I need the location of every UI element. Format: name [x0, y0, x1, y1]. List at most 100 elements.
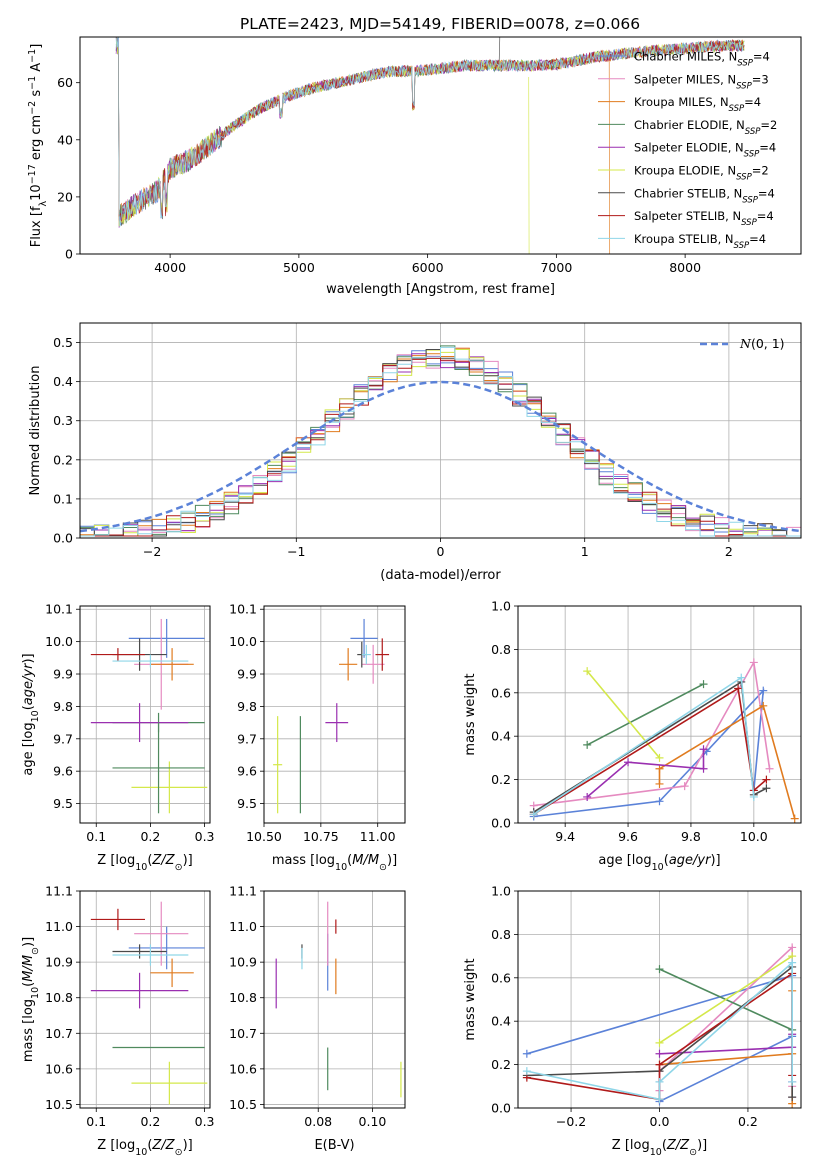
legend-label: Salpeter STELIB, NSSP=4: [634, 209, 774, 228]
weight-marker: [522, 1049, 531, 1058]
y-tick-label: 9.6: [237, 764, 257, 779]
weight-marker: [699, 680, 708, 689]
grid: [80, 890, 210, 1108]
x-tick-label: 0: [437, 544, 445, 559]
normal-curve: [80, 380, 801, 533]
y-axis-label: Normed distribution: [28, 366, 43, 496]
legend-label: N(0, 1): [739, 336, 785, 351]
y-tick-label: 0.8: [491, 642, 511, 657]
x-tick-label: 6000: [412, 260, 444, 275]
y-tick-label: 0.2: [491, 1057, 511, 1072]
weight-marker: [680, 782, 689, 791]
y-tick-label: 9.5: [53, 796, 73, 811]
plot-area: [90, 618, 208, 814]
panel-weight-vs-age: 9.4 9.6 9.8 10.0 0.0 0.2 0.4 0.6 0.8 1.0 age [log1…: [463, 599, 802, 873]
y-tick-label: 40: [57, 132, 73, 147]
y-tick-label: 10.5: [45, 1097, 73, 1112]
y-tick-label: 11.0: [45, 919, 73, 934]
weight-marker: [655, 1095, 664, 1104]
x-tick-label: 10.50: [246, 829, 282, 844]
panel-weight-vs-Z: −0.2 0.0 0.2 0.0 0.2 0.4 0.6 0.8 1.0 Z [log10(Z/Z…: [463, 884, 802, 1158]
x-tick-label: 11.00: [360, 829, 396, 844]
y-tick-label: 9.6: [53, 764, 73, 779]
weight-line: [659, 1034, 794, 1082]
error-bar-point: [112, 944, 189, 966]
x-tick-label: 10.75: [303, 829, 339, 844]
panel-residual-histogram: −2 −1 0 1 2 0.0 0.1 0.2 0.3 0.4 0.5 (data-model)/er…: [28, 322, 802, 583]
y-tick-label: 10.0: [45, 634, 73, 649]
y-tick-label: 10.5: [229, 1097, 257, 1112]
weight-marker: [749, 792, 758, 801]
error-bar-point: [112, 654, 189, 668]
error-bar-point: [361, 644, 385, 684]
weight-marker: [759, 686, 768, 695]
axes: −0.2 0.0 0.2 0.0 0.2 0.4 0.6 0.8 1.0 Z [log10(Z/Z…: [463, 884, 802, 1158]
plot-area: [275, 901, 402, 1098]
weight-marker: [655, 779, 664, 788]
legend-label: Salpeter ELODIE, NSSP=4: [634, 141, 776, 160]
weight-marker: [762, 784, 771, 793]
x-tick-label: 0.2: [738, 1114, 758, 1129]
axes-frame: [263, 605, 406, 824]
panel-age-vs-mass: 10.50 10.75 11.00 9.5 9.6 9.7 9.8 9.9 10.0 10.1 ma…: [229, 602, 406, 873]
weight-marker: [655, 1038, 664, 1047]
plot-area: [529, 658, 799, 823]
weight-line: [659, 955, 793, 1044]
x-axis-label: Z [log10(Z/Z⊙)]: [612, 1138, 707, 1158]
weight-marker: [655, 753, 664, 762]
error-bar-point: [90, 908, 145, 931]
panel-spectrum: 4000 5000 6000 7000 8000 0 20 40 60 wavelength [A…: [27, 36, 802, 297]
weight-marker: [655, 965, 664, 974]
x-tick-label: 1: [581, 544, 589, 559]
weight-marker: [583, 792, 592, 801]
figure-title: PLATE=2423, MJD=54149, FIBERID=0078, z=0…: [240, 15, 640, 33]
grid: [263, 606, 405, 823]
weight-marker: [788, 1093, 797, 1102]
axes: 0.1 0.2 0.3 10.5 10.6 10.7 10.8 10.9 11.0 11.1 Z […: [21, 884, 215, 1158]
weight-marker: [699, 764, 708, 773]
axes: 0.08 0.10 10.5 10.6 10.7 10.8 10.9 11.0 11.1 E(B-…: [229, 884, 406, 1153]
spectrum-line: [115, 37, 745, 227]
error-bar-point: [325, 703, 349, 743]
y-tick-label: 0.2: [491, 772, 511, 787]
y-tick-label: 60: [57, 75, 73, 90]
y-tick-label: 9.7: [237, 731, 257, 746]
axes-frame: [79, 605, 211, 824]
y-tick-label: 0.0: [491, 816, 511, 831]
x-tick-label: 5000: [283, 260, 315, 275]
weight-marker: [759, 701, 768, 710]
x-tick-label: 7000: [540, 260, 572, 275]
y-tick-label: 0.1: [53, 491, 73, 506]
y-axis-label: Flux [fλ10−17 erg cm−2 s−1 A−1]: [27, 44, 49, 248]
weight-marker: [624, 758, 633, 767]
axes-frame: [517, 890, 802, 1109]
weight-marker: [529, 810, 538, 819]
weight-marker: [583, 740, 592, 749]
legend-label: Kroupa ELODIE, NSSP=2: [634, 164, 769, 183]
y-tick-label: 10.9: [45, 955, 73, 970]
y-tick-label: 0.4: [491, 729, 511, 744]
y-tick-label: 0: [65, 247, 73, 262]
panel-mass-vs-Z: 0.1 0.2 0.3 10.5 10.6 10.7 10.8 10.9 11.0 11.1 Z […: [21, 884, 215, 1158]
y-tick-label: 9.7: [53, 731, 73, 746]
x-axis-label: Z [log10(Z/Z⊙)]: [97, 1138, 192, 1158]
histogram-step: [80, 346, 801, 537]
panel-age-vs-Z: 0.1 0.2 0.3 9.5 9.6 9.7 9.8 9.9 10.0 10.1 Z [log10…: [21, 602, 215, 873]
axes: −2 −1 0 1 2 0.0 0.1 0.2 0.3 0.4 0.5 (data-model)/er…: [28, 322, 802, 583]
error-bar-point: [131, 1061, 208, 1105]
legend-label: Chabrier ELODIE, NSSP=2: [634, 118, 777, 137]
weight-line: [533, 688, 765, 818]
axes: 9.4 9.6 9.8 10.0 0.0 0.2 0.4 0.6 0.8 1.0 age [log1…: [463, 599, 802, 873]
x-tick-label: 0.3: [195, 829, 215, 844]
weight-marker: [737, 673, 746, 682]
weight-marker: [655, 764, 664, 773]
y-tick-label: 9.9: [237, 667, 257, 682]
grid: [264, 890, 405, 1108]
legend-label: Kroupa STELIB, NSSP=4: [634, 232, 766, 251]
y-tick-label: 1.0: [491, 599, 511, 614]
weight-marker: [655, 1049, 664, 1058]
error-bar-point: [134, 901, 189, 966]
x-tick-label: 0.1: [86, 829, 106, 844]
